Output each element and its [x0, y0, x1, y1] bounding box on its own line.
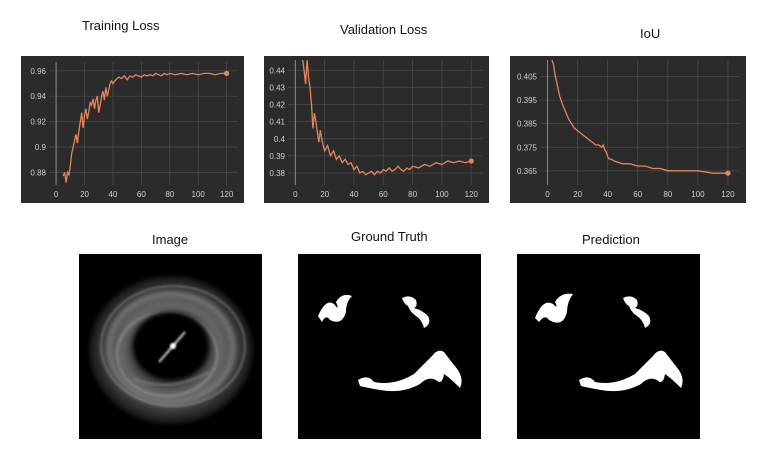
y-tick-label: 0.92	[30, 118, 46, 127]
x-tick-label: 60	[633, 190, 642, 199]
x-tick-label: 80	[165, 190, 174, 199]
y-tick-label: 0.44	[269, 66, 285, 75]
y-tick-label: 0.88	[30, 168, 46, 177]
y-tick-label: 0.43	[269, 83, 285, 92]
chart-title-training-loss: Training Loss	[82, 18, 160, 33]
chart-title-validation-loss: Validation Loss	[340, 22, 428, 37]
y-tick-label: 0.375	[517, 143, 538, 152]
x-tick-label: 40	[603, 190, 612, 199]
series-line	[551, 60, 728, 174]
y-tick-label: 0.365	[517, 167, 538, 176]
y-tick-label: 0.38	[269, 169, 285, 178]
chart-background	[510, 56, 746, 203]
chart-title-iou: IoU	[640, 26, 661, 41]
prediction-title: Prediction	[582, 232, 640, 247]
y-tick-label: 0.96	[30, 67, 46, 76]
image-title: Image	[152, 232, 189, 247]
chart-validation-loss: 0.38 0.39 0.4 0.41 0.42 0.43 0.44 0 20 40 60 80 100 1…	[264, 56, 489, 203]
chart-iou: 0.365 0.375 0.385 0.395 0.405 0 20 40 60 80 100 120	[510, 56, 746, 203]
x-tick-label: 0	[54, 190, 59, 199]
x-tick-label: 20	[80, 190, 89, 199]
y-tick-label: 0.405	[517, 73, 538, 82]
x-tick-label: 120	[220, 190, 234, 199]
x-tick-label: 80	[663, 190, 672, 199]
x-tick-label: 40	[350, 190, 359, 199]
series-end-point	[468, 158, 474, 164]
x-tick-label: 20	[573, 190, 582, 199]
x-tick-label: 40	[108, 190, 117, 199]
ground-truth-title: Ground Truth	[351, 229, 428, 244]
series-line	[62, 72, 227, 183]
y-tick-label: 0.395	[517, 96, 538, 105]
prediction-mask-image	[517, 254, 700, 439]
y-tick-label: 0.385	[517, 120, 538, 129]
y-tick-label: 0.39	[269, 152, 285, 161]
chart-background	[264, 56, 489, 203]
x-tick-label: 0	[293, 190, 298, 199]
x-tick-label: 60	[379, 190, 388, 199]
x-tick-label: 120	[721, 190, 735, 199]
x-tick-label: 0	[545, 190, 550, 199]
x-tick-label: 20	[320, 190, 329, 199]
y-tick-label: 0.42	[269, 101, 285, 110]
chart-background	[21, 56, 244, 203]
ultrasound-scan-image	[79, 254, 262, 439]
x-tick-label: 100	[691, 190, 705, 199]
x-tick-label: 100	[435, 190, 449, 199]
ground-truth-mask-image	[298, 254, 481, 439]
y-tick-label: 0.9	[35, 143, 47, 152]
series-end-point	[725, 170, 731, 176]
series-line	[302, 60, 472, 176]
y-tick-label: 0.4	[274, 135, 286, 144]
x-tick-label: 120	[465, 190, 479, 199]
x-tick-label: 100	[192, 190, 206, 199]
series-end-point	[224, 70, 230, 77]
x-tick-label: 80	[408, 190, 417, 199]
y-tick-label: 0.41	[269, 118, 285, 127]
y-tick-label: 0.94	[30, 92, 46, 101]
chart-training-loss: 0.88 0.9 0.92 0.94 0.96 0 20 40 60 80 100 120	[21, 56, 244, 203]
x-tick-label: 60	[137, 190, 146, 199]
